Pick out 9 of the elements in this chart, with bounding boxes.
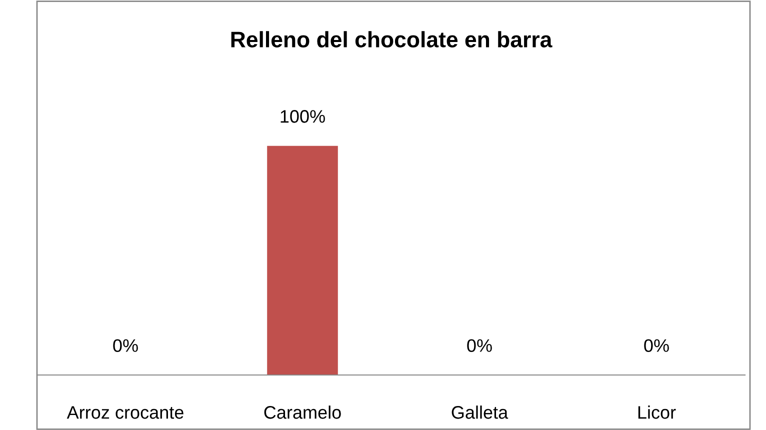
data-label: 0%: [113, 339, 138, 352]
data-label: 0%: [467, 339, 492, 352]
x-tick-label: Arroz crocante: [66, 406, 184, 419]
chart-title: Relleno del chocolate en barra: [231, 31, 552, 48]
x-tick-label: Caramelo: [264, 406, 341, 419]
data-label: 100%: [280, 110, 325, 123]
x-tick-label: Licor: [638, 406, 676, 419]
x-tick-label: Galleta: [452, 406, 508, 419]
data-label: 0%: [644, 339, 669, 352]
